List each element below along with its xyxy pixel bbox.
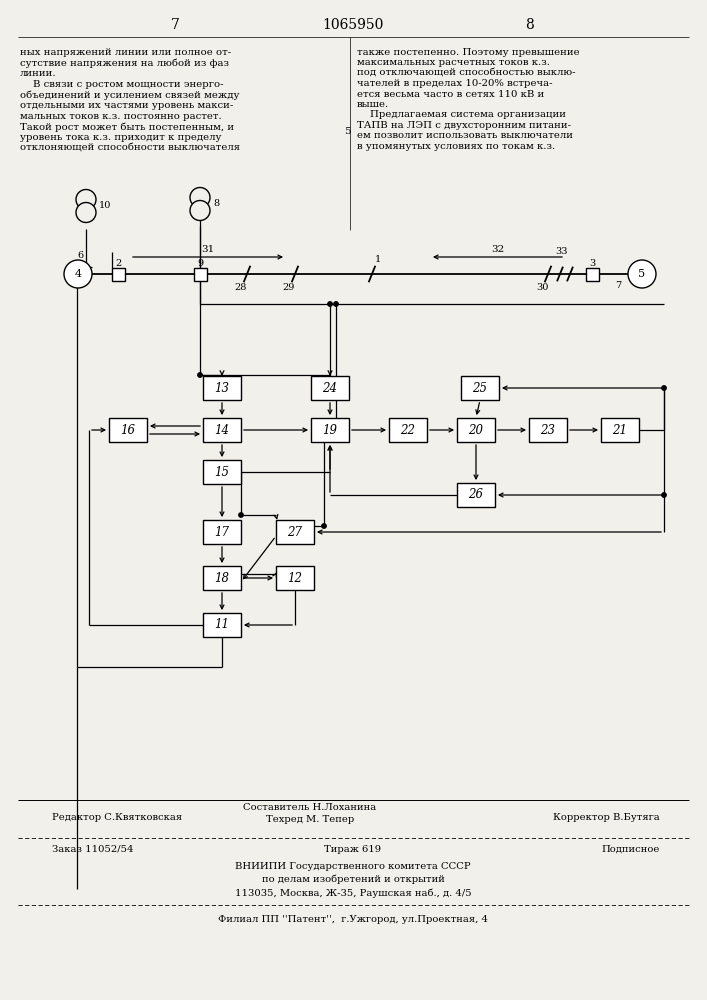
Text: 31: 31 bbox=[201, 245, 215, 254]
Bar bbox=[109, 418, 147, 442]
Text: ВНИИПИ Государственного комитета СССР: ВНИИПИ Государственного комитета СССР bbox=[235, 862, 471, 871]
Bar bbox=[601, 418, 639, 442]
Text: 7: 7 bbox=[170, 18, 180, 32]
Text: Техред М. Тепер: Техред М. Тепер bbox=[266, 815, 354, 824]
Text: 24: 24 bbox=[322, 381, 337, 394]
Bar bbox=[203, 520, 241, 544]
Bar bbox=[194, 267, 206, 280]
Text: 113035, Москва, Ж-35, Раушская наб., д. 4/5: 113035, Москва, Ж-35, Раушская наб., д. … bbox=[235, 888, 472, 898]
Text: 1065950: 1065950 bbox=[322, 18, 384, 32]
Text: 5: 5 bbox=[344, 126, 350, 135]
Bar bbox=[461, 376, 499, 400]
Text: Филиал ПП ''Патент'',  г.Ужгород, ул.Проектная, 4: Филиал ПП ''Патент'', г.Ужгород, ул.Прое… bbox=[218, 915, 488, 924]
Text: 5: 5 bbox=[638, 269, 645, 279]
Text: 23: 23 bbox=[540, 424, 556, 436]
Text: 21: 21 bbox=[612, 424, 628, 436]
Text: 17: 17 bbox=[214, 526, 230, 538]
Bar bbox=[203, 613, 241, 637]
Text: 14: 14 bbox=[214, 424, 230, 436]
Text: 1: 1 bbox=[375, 255, 381, 264]
Text: 7: 7 bbox=[615, 282, 621, 290]
Text: по делам изобретений и открытий: по делам изобретений и открытий bbox=[262, 875, 445, 884]
Bar bbox=[585, 267, 599, 280]
Text: 25: 25 bbox=[472, 381, 488, 394]
Circle shape bbox=[328, 302, 332, 306]
Bar bbox=[276, 566, 314, 590]
Text: Тираж 619: Тираж 619 bbox=[325, 845, 382, 854]
Text: 8: 8 bbox=[525, 18, 534, 32]
Circle shape bbox=[239, 513, 243, 517]
Bar bbox=[203, 418, 241, 442]
Text: 30: 30 bbox=[536, 282, 548, 292]
Text: 27: 27 bbox=[288, 526, 303, 538]
Bar bbox=[203, 376, 241, 400]
Text: Корректор В.Бутяга: Корректор В.Бутяга bbox=[554, 813, 660, 822]
Text: 18: 18 bbox=[214, 572, 230, 584]
Circle shape bbox=[662, 493, 666, 497]
Bar bbox=[457, 418, 495, 442]
Text: 22: 22 bbox=[400, 424, 416, 436]
Circle shape bbox=[662, 386, 666, 390]
Text: 19: 19 bbox=[322, 424, 337, 436]
Text: 26: 26 bbox=[469, 488, 484, 502]
Bar bbox=[311, 418, 349, 442]
Circle shape bbox=[322, 524, 326, 528]
Bar bbox=[457, 483, 495, 507]
Bar bbox=[529, 418, 567, 442]
Bar bbox=[203, 566, 241, 590]
Text: 13: 13 bbox=[214, 381, 230, 394]
Text: 32: 32 bbox=[491, 245, 505, 254]
Text: 33: 33 bbox=[556, 247, 568, 256]
Circle shape bbox=[628, 260, 656, 288]
Text: 11: 11 bbox=[214, 618, 230, 632]
Circle shape bbox=[64, 260, 92, 288]
Text: 8: 8 bbox=[213, 200, 219, 209]
Circle shape bbox=[76, 190, 96, 210]
Circle shape bbox=[334, 302, 338, 306]
Text: 9: 9 bbox=[197, 258, 203, 267]
Text: 10: 10 bbox=[99, 202, 112, 211]
Circle shape bbox=[190, 188, 210, 208]
Text: 20: 20 bbox=[469, 424, 484, 436]
Text: Заказ 11052/54: Заказ 11052/54 bbox=[52, 845, 134, 854]
Text: также постепенно. Поэтому превышение
максимальных расчетных токов к.з.
под отклю: также постепенно. Поэтому превышение мак… bbox=[357, 48, 580, 151]
Circle shape bbox=[76, 202, 96, 223]
Circle shape bbox=[190, 200, 210, 221]
Text: Подписное: Подписное bbox=[602, 845, 660, 854]
Circle shape bbox=[198, 373, 202, 377]
Text: 28: 28 bbox=[235, 282, 247, 292]
Text: 15: 15 bbox=[214, 466, 230, 479]
Bar bbox=[276, 520, 314, 544]
Bar bbox=[112, 267, 124, 280]
Text: 12: 12 bbox=[288, 572, 303, 584]
Text: 3: 3 bbox=[589, 258, 595, 267]
Text: 2: 2 bbox=[115, 258, 121, 267]
Bar bbox=[311, 376, 349, 400]
Text: ных напряжений линии или полное от-
сутствие напряжения на любой из фаз
линии.
 : ных напряжений линии или полное от- сутс… bbox=[20, 48, 240, 152]
Bar bbox=[203, 460, 241, 484]
Bar bbox=[389, 418, 427, 442]
Text: Составитель Н.Лоханина: Составитель Н.Лоханина bbox=[243, 803, 377, 812]
Text: 6: 6 bbox=[77, 251, 83, 260]
Text: 16: 16 bbox=[120, 424, 136, 436]
Text: 29: 29 bbox=[283, 282, 296, 292]
Text: 4: 4 bbox=[74, 269, 81, 279]
Text: Редактор С.Квятковская: Редактор С.Квятковская bbox=[52, 813, 182, 822]
